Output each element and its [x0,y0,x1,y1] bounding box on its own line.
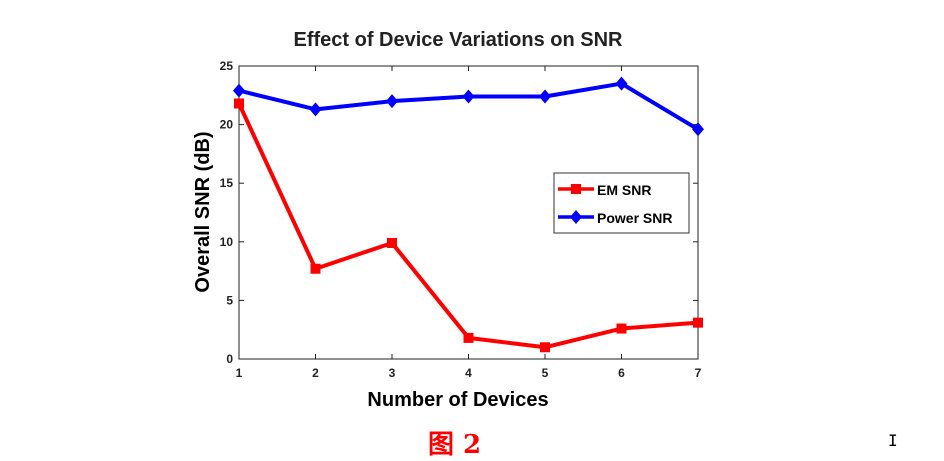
chart-title: Effect of Device Variations on SNR [294,29,624,51]
x-tick-label: 3 [389,366,396,380]
data-point-em-snr [387,237,397,248]
data-point-em-snr [693,317,703,328]
x-tick-label: 1 [236,366,243,380]
y-tick-label: 20 [220,118,234,132]
x-tick-label: 7 [695,366,702,380]
data-point-power-snr [692,122,704,137]
data-point-power-snr [615,76,628,91]
y-axis-label: Overall SNR (dB) [192,131,214,292]
y-tick-label: 15 [220,176,234,190]
data-point-em-snr [463,332,474,343]
legend: EM SNR Power SNR [553,172,690,234]
legend-em-label: EM SNR [597,182,651,198]
figure-caption: 图 2 [428,430,482,460]
y-tick-label: 10 [220,235,234,249]
x-tick-label: 4 [465,366,472,380]
data-point-power-snr [309,102,322,117]
x-tick-label: 5 [542,366,549,380]
data-point-em-snr [310,263,321,274]
legend-power-marker [570,210,582,224]
data-point-em-snr [540,342,550,353]
legend-em-marker [571,184,581,194]
y-tick-label: 25 [220,59,234,73]
data-point-power-snr [462,89,475,104]
x-tick-label: 2 [312,366,319,380]
legend-power-label: Power SNR [597,210,672,226]
x-tick-label: 6 [618,366,625,380]
x-axis-label: Number of Devices [367,389,548,411]
data-point-em-snr [616,323,627,334]
data-point-em-snr [234,98,244,109]
data-point-power-snr [233,83,245,98]
data-point-power-snr [386,94,398,109]
data-point-power-snr [539,89,551,104]
y-tick-label: 5 [226,293,233,307]
line-chart: Effect of Device Variations on SNR Numbe… [192,29,704,411]
y-tick-label: 0 [226,352,233,366]
text-cursor-icon: I [888,431,898,450]
